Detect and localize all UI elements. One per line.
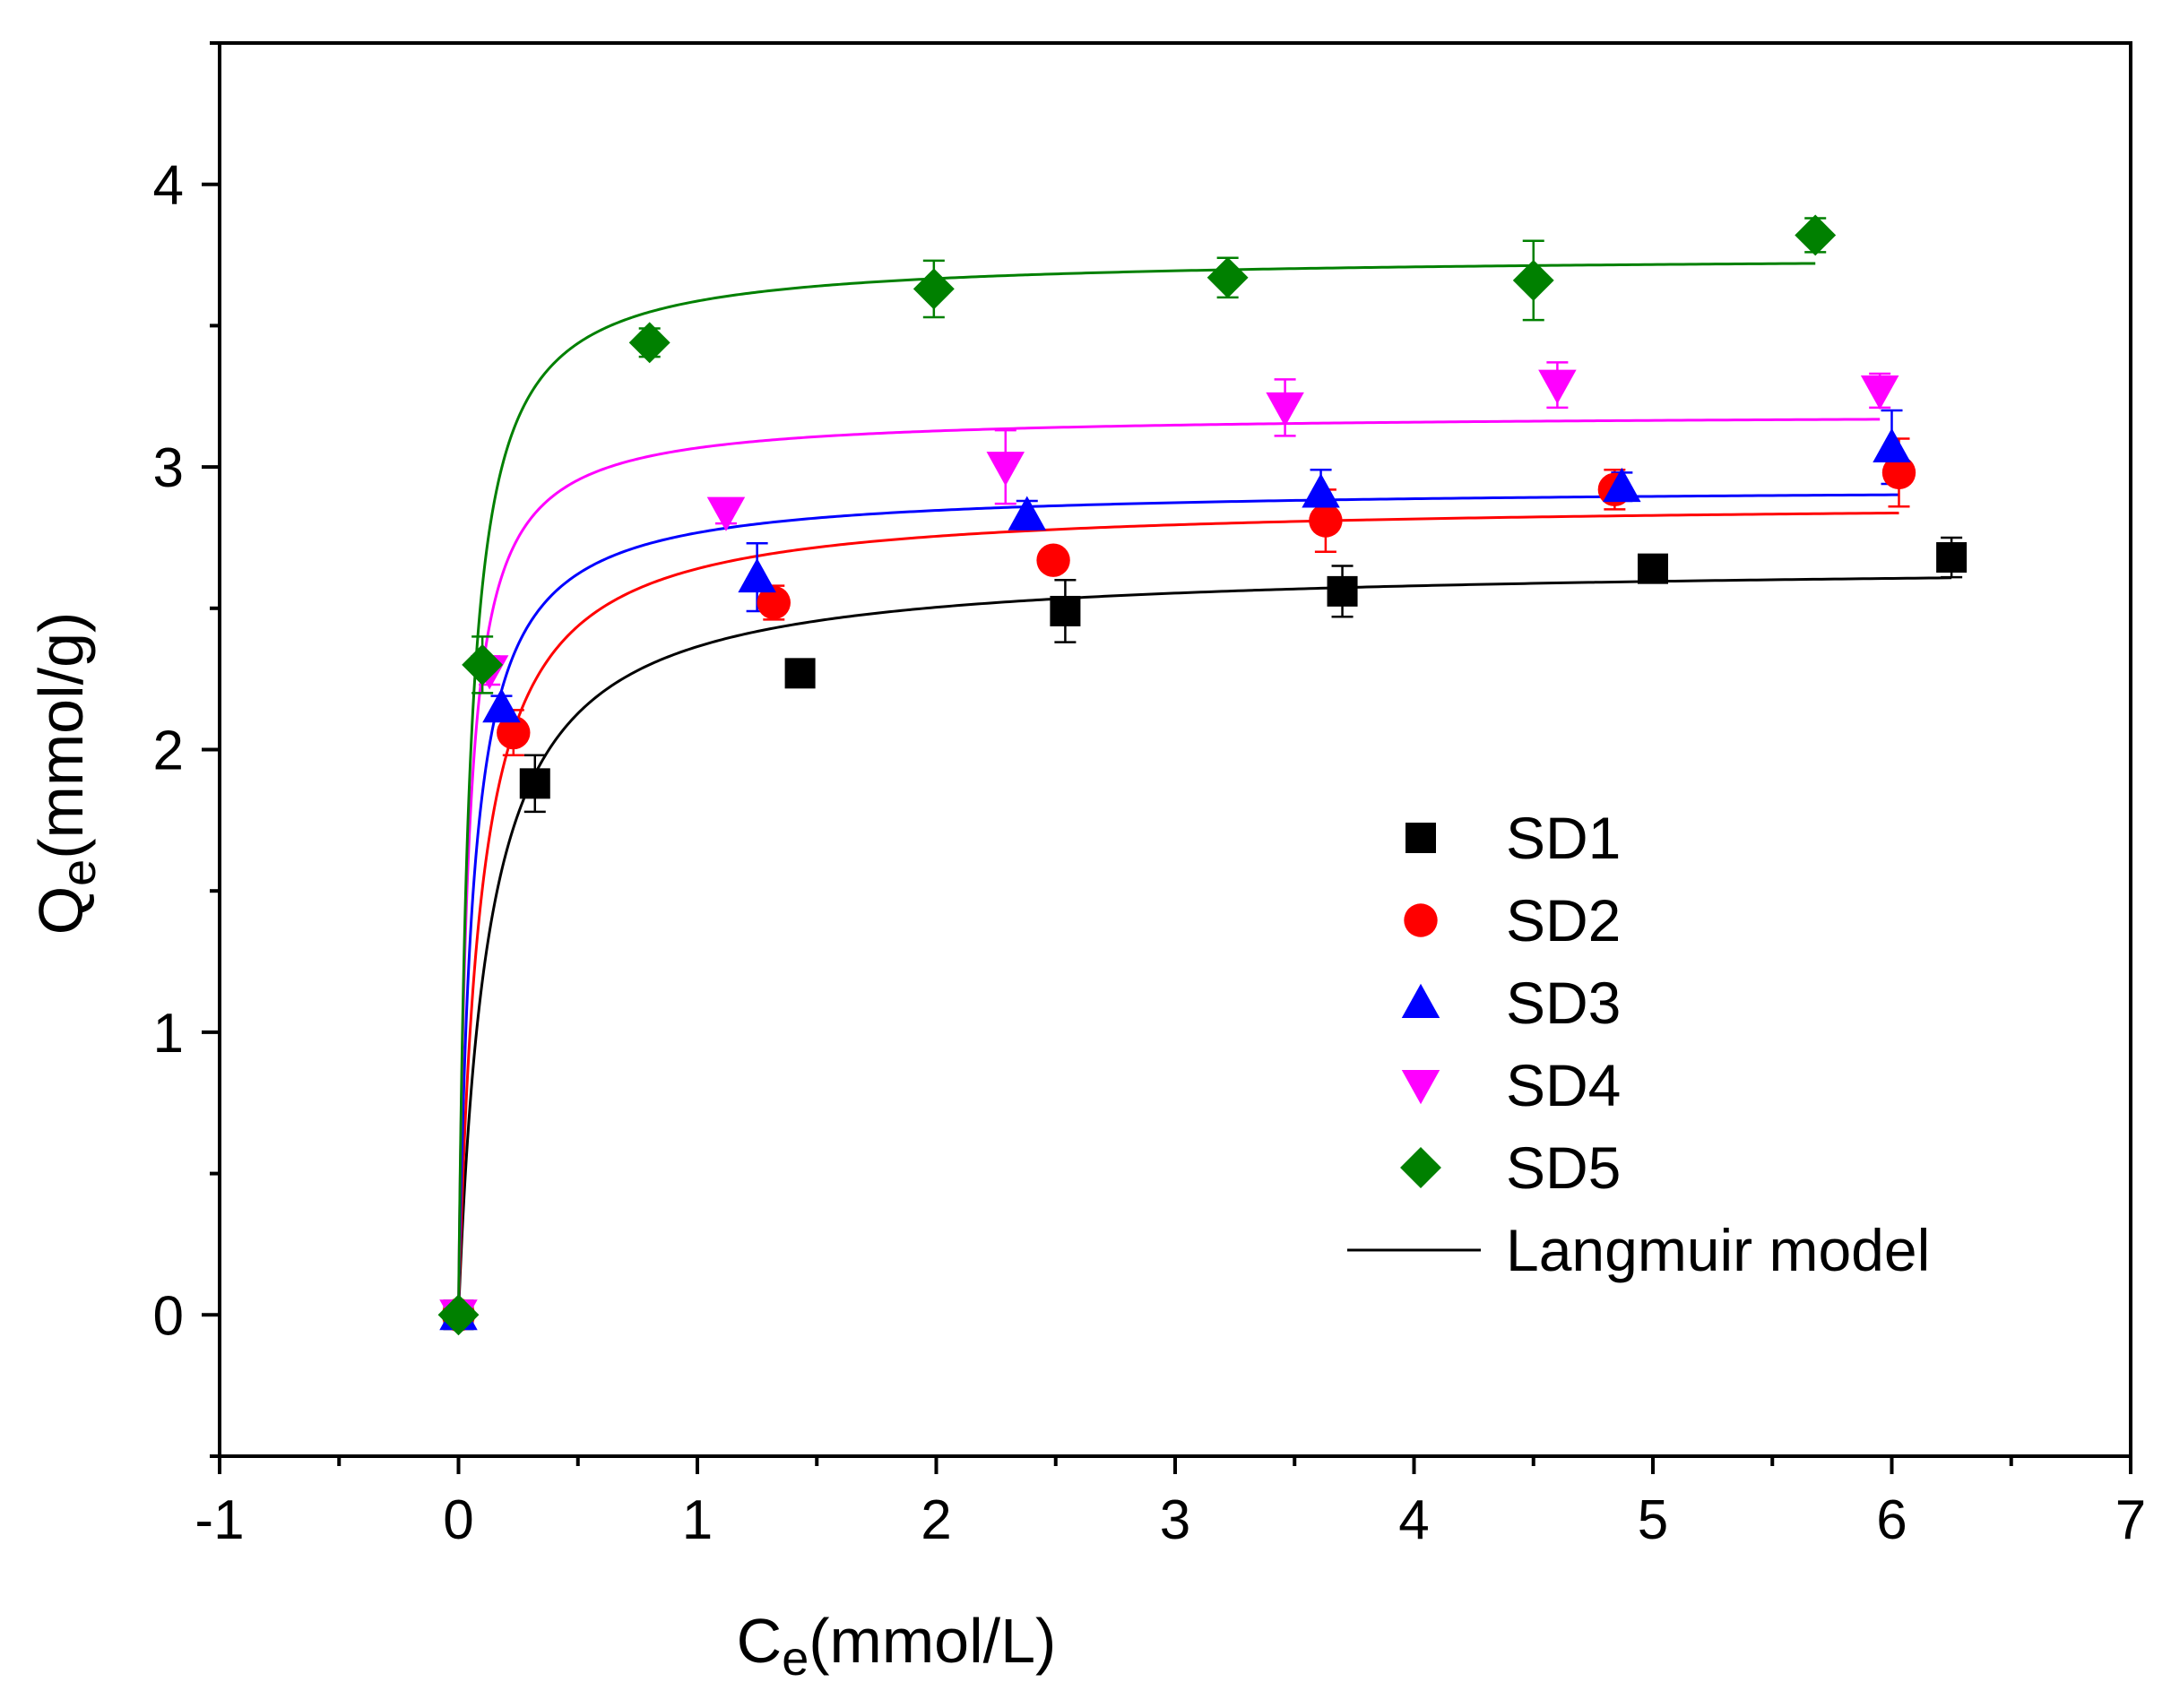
point-sd5-2 bbox=[628, 322, 670, 364]
point-sd3-6 bbox=[1873, 427, 1911, 463]
point-sd4-3 bbox=[986, 452, 1025, 487]
y-tick-label: 1 bbox=[153, 1003, 184, 1065]
point-sd5-4 bbox=[1207, 256, 1249, 298]
y-tick-label: 4 bbox=[153, 155, 184, 217]
point-sd2-6 bbox=[1881, 455, 1916, 490]
x-tick-label: 3 bbox=[1160, 1489, 1190, 1551]
point-sd4-2 bbox=[706, 496, 746, 531]
legend-item-sd2: SD2 bbox=[1404, 887, 1621, 953]
y-tick-label: 2 bbox=[153, 720, 184, 782]
x-tick-label: -1 bbox=[195, 1489, 244, 1551]
fit-curve-sd5 bbox=[457, 262, 1816, 1316]
x-tick-label: 2 bbox=[921, 1489, 951, 1551]
legend-label-sd5: SD5 bbox=[1506, 1134, 1621, 1201]
point-sd4-4 bbox=[1266, 392, 1304, 427]
point-sd1-2 bbox=[784, 658, 816, 689]
point-sd1-6 bbox=[1936, 542, 1968, 574]
point-sd3-3 bbox=[1008, 496, 1047, 531]
x-axis-title: Ce(mmol/L) bbox=[737, 1606, 1057, 1686]
point-sd3-5 bbox=[1603, 467, 1641, 503]
point-sd5-3 bbox=[913, 268, 955, 310]
x-tick-label: 4 bbox=[1398, 1489, 1429, 1551]
point-sd2-1 bbox=[497, 715, 531, 750]
x-tick-label: 7 bbox=[2115, 1489, 2146, 1551]
legend-item-sd4: SD4 bbox=[1401, 1052, 1621, 1118]
point-sd5-6 bbox=[1795, 214, 1837, 256]
x-tick-label: 1 bbox=[682, 1489, 713, 1551]
point-sd1-5 bbox=[1638, 553, 1668, 584]
y-tick-label: 0 bbox=[153, 1285, 184, 1347]
point-sd2-3 bbox=[1036, 543, 1070, 577]
data-markers bbox=[437, 214, 1968, 1336]
point-sd1-4 bbox=[1327, 575, 1358, 607]
point-sd1-3 bbox=[1050, 595, 1081, 626]
legend-item-sd5: SD5 bbox=[1400, 1134, 1621, 1201]
axes: -1 0 1 2 3 4 5 6 7 0 1 2 3 4 bbox=[153, 41, 2146, 1551]
legend-label-sd3: SD3 bbox=[1506, 970, 1621, 1036]
legend-marker-sd5 bbox=[1400, 1147, 1441, 1188]
fit-curve-sd2 bbox=[457, 511, 1899, 1316]
y-axis-title: Qe(mmol/g) bbox=[26, 612, 106, 936]
point-sd2-4 bbox=[1309, 504, 1343, 538]
point-sd4-5 bbox=[1538, 369, 1577, 404]
legend-label-sd4: SD4 bbox=[1506, 1052, 1621, 1118]
point-sd5-5 bbox=[1512, 259, 1554, 301]
point-sd4-6 bbox=[1860, 375, 1899, 410]
legend-item-sd1: SD1 bbox=[1406, 805, 1621, 871]
point-sd5-1 bbox=[462, 643, 504, 686]
legend-label-sd2: SD2 bbox=[1506, 887, 1621, 953]
legend-marker-sd4 bbox=[1401, 1070, 1440, 1105]
fit-curve-sd1 bbox=[457, 576, 1952, 1316]
legend-marker-sd2 bbox=[1404, 903, 1438, 937]
x-tick-label: 5 bbox=[1638, 1489, 1668, 1551]
point-sd2-2 bbox=[757, 585, 791, 620]
point-sd3-4 bbox=[1302, 473, 1340, 508]
y-tick-label: 3 bbox=[153, 437, 184, 499]
legend-marker-sd3 bbox=[1401, 983, 1440, 1018]
point-sd1-1 bbox=[519, 768, 550, 799]
point-sd5-0 bbox=[437, 1294, 480, 1336]
legend-label-sd1: SD1 bbox=[1506, 805, 1621, 871]
legend-marker-sd1 bbox=[1406, 823, 1436, 853]
legend-label-fit: Langmuir model bbox=[1506, 1217, 1930, 1283]
x-tick-label: 0 bbox=[443, 1489, 473, 1551]
x-tick-label: 6 bbox=[1876, 1489, 1907, 1551]
fit-curve-sd4 bbox=[457, 418, 1881, 1316]
point-sd3-2 bbox=[738, 557, 776, 593]
legend: SD1 SD2 SD3 SD4 SD5 Langmuir model bbox=[1347, 805, 1930, 1283]
legend-item-sd3: SD3 bbox=[1401, 970, 1621, 1036]
point-sd3-1 bbox=[482, 687, 521, 723]
legend-item-fit: Langmuir model bbox=[1347, 1217, 1930, 1283]
